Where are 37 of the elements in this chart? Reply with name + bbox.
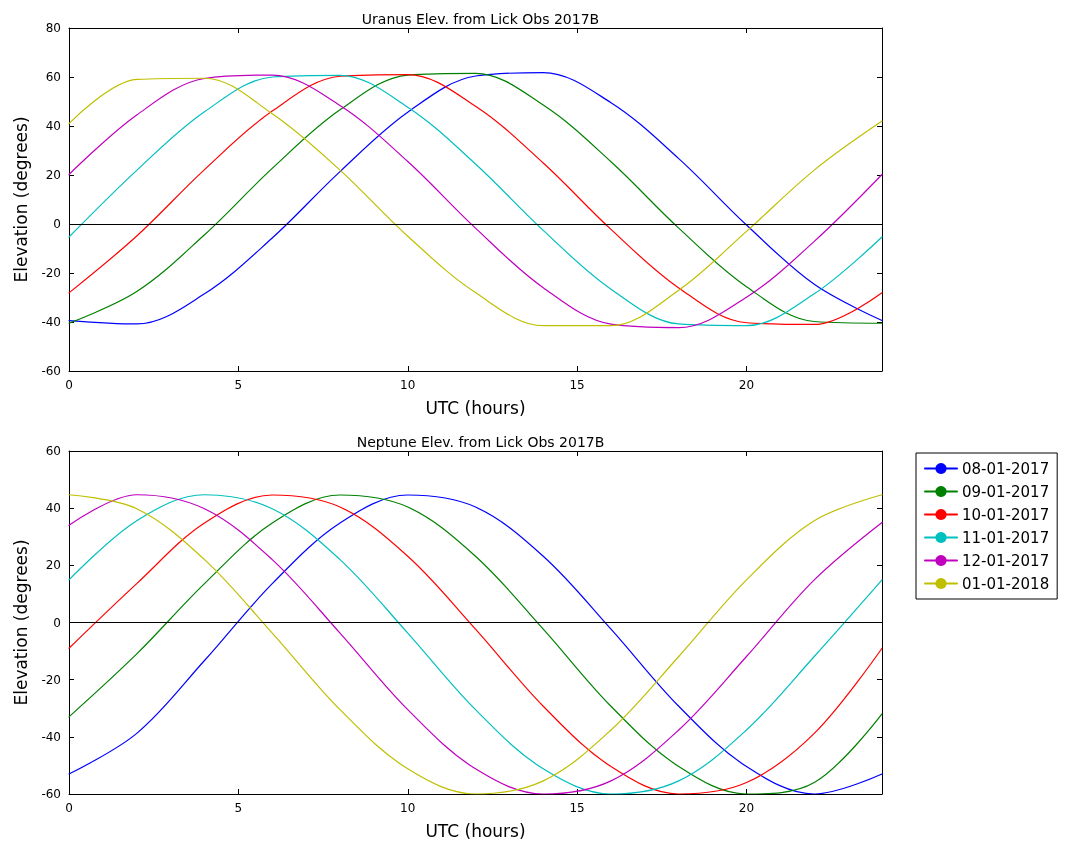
x-axis-title: UTC (hours)	[425, 397, 526, 418]
x-tick-label: 20	[738, 378, 755, 392]
y-tick-label: 80	[45, 21, 61, 35]
x-tick-label: 10	[400, 801, 416, 815]
x-tick-label: 5	[234, 801, 243, 815]
y-tick-label: 20	[45, 558, 61, 573]
legend-label: 01-01-2018	[962, 574, 1050, 593]
y-tick-label: 0	[53, 217, 61, 231]
y-tick-label: -40	[41, 315, 61, 329]
legend-label: 08-01-2017	[962, 459, 1050, 478]
legend-label: 11-01-2017	[962, 528, 1050, 547]
y-tick-label: 0	[53, 615, 61, 630]
x-tick-label: 20	[738, 801, 755, 815]
y-tick-label: 40	[45, 119, 61, 133]
y-tick-label: 60	[45, 444, 61, 458]
legend-label: 09-01-2017	[962, 482, 1050, 501]
y-tick-label: 40	[45, 501, 61, 516]
y-axis-title: Elevation (degrees)	[10, 116, 31, 283]
y-tick-label: -20	[41, 266, 61, 280]
x-tick-label: 10	[400, 378, 416, 392]
y-tick-label: -20	[41, 672, 61, 687]
y-tick-label: 20	[45, 168, 61, 182]
x-tick-label: 0	[65, 378, 73, 392]
y-axis-title: Elevation (degrees)	[10, 539, 31, 706]
chart-title: Neptune Elev. from Lick Obs 2017B	[356, 434, 605, 450]
x-tick-label: 15	[569, 801, 585, 815]
x-tick-label: 15	[569, 378, 585, 392]
y-tick-label: -60	[41, 364, 61, 378]
x-tick-label: 5	[234, 378, 243, 392]
x-tick-label: 0	[65, 801, 73, 815]
y-tick-label: 60	[45, 70, 61, 84]
chart-title: Uranus Elev. from Lick Obs 2017B	[361, 11, 600, 27]
x-axis-title: UTC (hours)	[425, 820, 526, 841]
legend-label: 10-01-2017	[962, 505, 1050, 524]
y-tick-label: -60	[41, 787, 61, 801]
legend-label: 12-01-2017	[962, 551, 1050, 570]
y-tick-label: -40	[41, 729, 61, 744]
